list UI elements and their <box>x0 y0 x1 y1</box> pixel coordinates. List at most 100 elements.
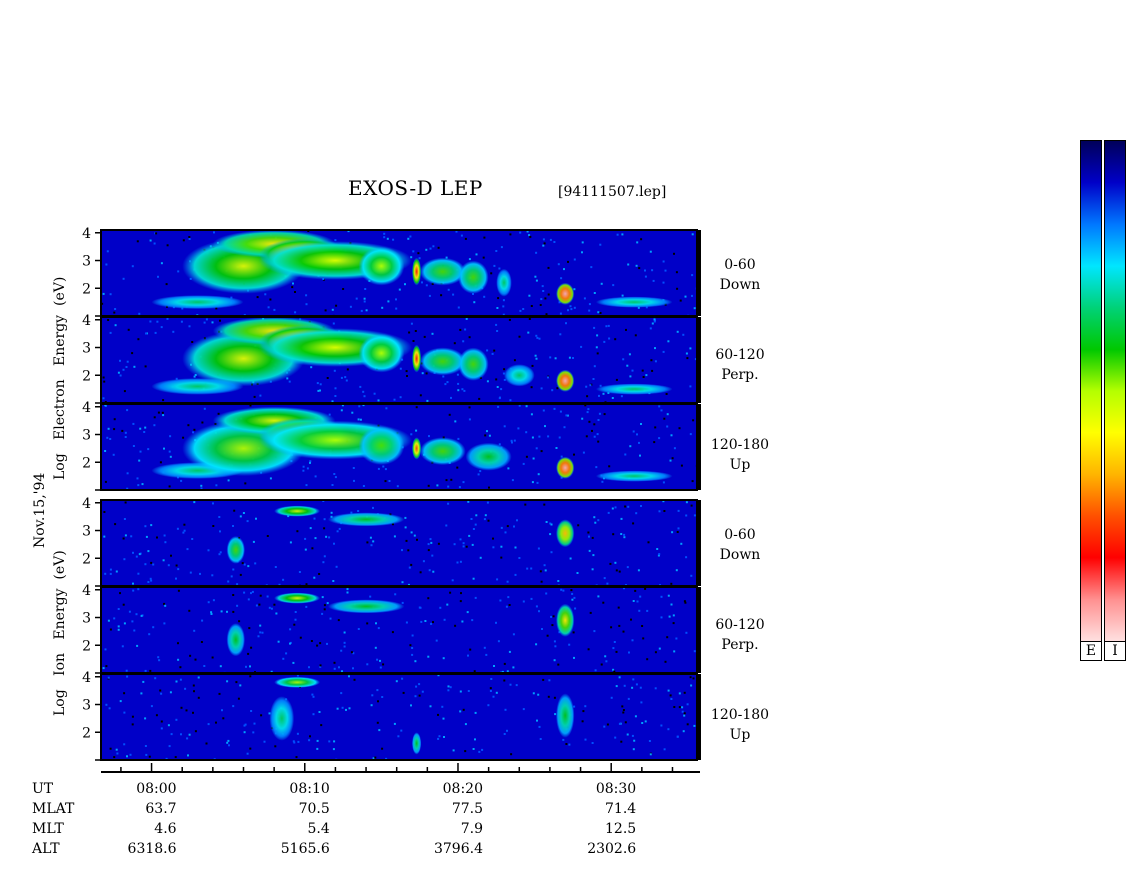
noise-dot <box>293 624 295 626</box>
noise-dot <box>585 739 587 741</box>
noise-dot <box>594 365 596 367</box>
noise-dot <box>681 465 683 467</box>
noise-dot <box>357 510 359 512</box>
noise-dot <box>466 318 468 320</box>
noise-dot <box>220 551 222 553</box>
noise-dot <box>439 607 441 609</box>
noise-dot <box>504 663 506 665</box>
noise-dot <box>293 742 295 744</box>
noise-dot <box>440 294 442 296</box>
noise-dot <box>446 479 448 481</box>
noise-dot <box>565 743 567 745</box>
noise-dot <box>577 572 579 574</box>
noise-dot <box>305 606 307 608</box>
noise-dot <box>169 451 171 453</box>
noise-dot <box>619 676 621 678</box>
noise-dot <box>219 693 221 695</box>
noise-dot <box>528 295 530 297</box>
noise-dot <box>187 424 189 426</box>
noise-dot <box>542 245 544 247</box>
noise-dot <box>567 309 569 311</box>
noise-dot <box>354 679 356 681</box>
noise-dot <box>177 642 179 644</box>
noise-dot <box>493 665 495 667</box>
noise-dot <box>627 506 629 508</box>
noise-dot <box>199 573 201 575</box>
noise-dot <box>116 753 118 755</box>
noise-dot <box>450 686 452 688</box>
noise-dot <box>483 237 485 239</box>
noise-dot <box>113 756 115 758</box>
noise-dot <box>678 527 680 529</box>
noise-dot <box>184 688 186 690</box>
noise-dot <box>137 484 139 486</box>
noise-dot <box>338 619 340 621</box>
noise-dot <box>648 541 650 543</box>
noise-dot <box>314 518 316 520</box>
noise-dot <box>554 408 556 410</box>
noise-dot <box>475 597 477 599</box>
data-blob <box>358 247 404 286</box>
noise-dot <box>177 568 179 570</box>
noise-dot <box>193 630 195 632</box>
noise-dot <box>547 635 549 637</box>
noise-dot <box>138 460 140 462</box>
noise-dot <box>273 604 275 606</box>
noise-dot <box>654 347 656 349</box>
noise-dot <box>269 299 271 301</box>
noise-dot <box>131 352 133 354</box>
noise-dot <box>465 238 467 240</box>
noise-dot <box>467 611 469 613</box>
noise-dot <box>201 641 203 643</box>
noise-dot <box>632 522 634 524</box>
noise-dot <box>105 665 107 667</box>
noise-dot <box>334 662 336 664</box>
noise-dot <box>599 244 601 246</box>
noise-dot <box>635 334 637 336</box>
noise-dot <box>665 661 667 663</box>
noise-dot <box>211 574 213 576</box>
noise-dot <box>113 617 115 619</box>
noise-dot <box>189 655 191 657</box>
noise-dot <box>466 546 468 548</box>
noise-dot <box>387 300 389 302</box>
noise-dot <box>663 261 665 263</box>
panel-electron-0: 432 <box>82 226 701 318</box>
noise-dot <box>471 518 473 520</box>
noise-dot <box>145 745 147 747</box>
noise-dot <box>392 631 394 633</box>
noise-dot <box>182 437 184 439</box>
noise-dot <box>320 724 322 726</box>
noise-dot <box>542 679 544 681</box>
noise-dot <box>210 611 212 613</box>
noise-dot <box>548 267 550 269</box>
noise-dot <box>192 712 194 714</box>
noise-dot <box>447 381 449 383</box>
noise-dot <box>150 524 152 526</box>
noise-dot <box>621 233 623 235</box>
noise-dot <box>694 307 696 309</box>
data-blob <box>274 677 320 688</box>
noise-dot <box>544 242 546 244</box>
noise-dot <box>226 611 228 613</box>
noise-dot <box>669 616 671 618</box>
noise-dot <box>338 666 340 668</box>
noise-dot <box>136 613 138 615</box>
noise-dot <box>190 572 192 574</box>
noise-dot <box>619 723 621 725</box>
noise-dot <box>409 567 411 569</box>
noise-dot <box>490 687 492 689</box>
noise-dot <box>447 486 449 488</box>
y-tick-label: 3 <box>82 428 91 444</box>
noise-dot <box>132 590 134 592</box>
noise-dot <box>540 304 542 306</box>
noise-dot <box>428 543 430 545</box>
noise-dot <box>638 610 640 612</box>
noise-dot <box>430 248 432 250</box>
noise-dot <box>193 685 195 687</box>
noise-dot <box>350 306 352 308</box>
noise-dot <box>597 433 599 435</box>
noise-dot <box>493 696 495 698</box>
noise-dot <box>289 628 291 630</box>
noise-dot <box>187 754 189 756</box>
